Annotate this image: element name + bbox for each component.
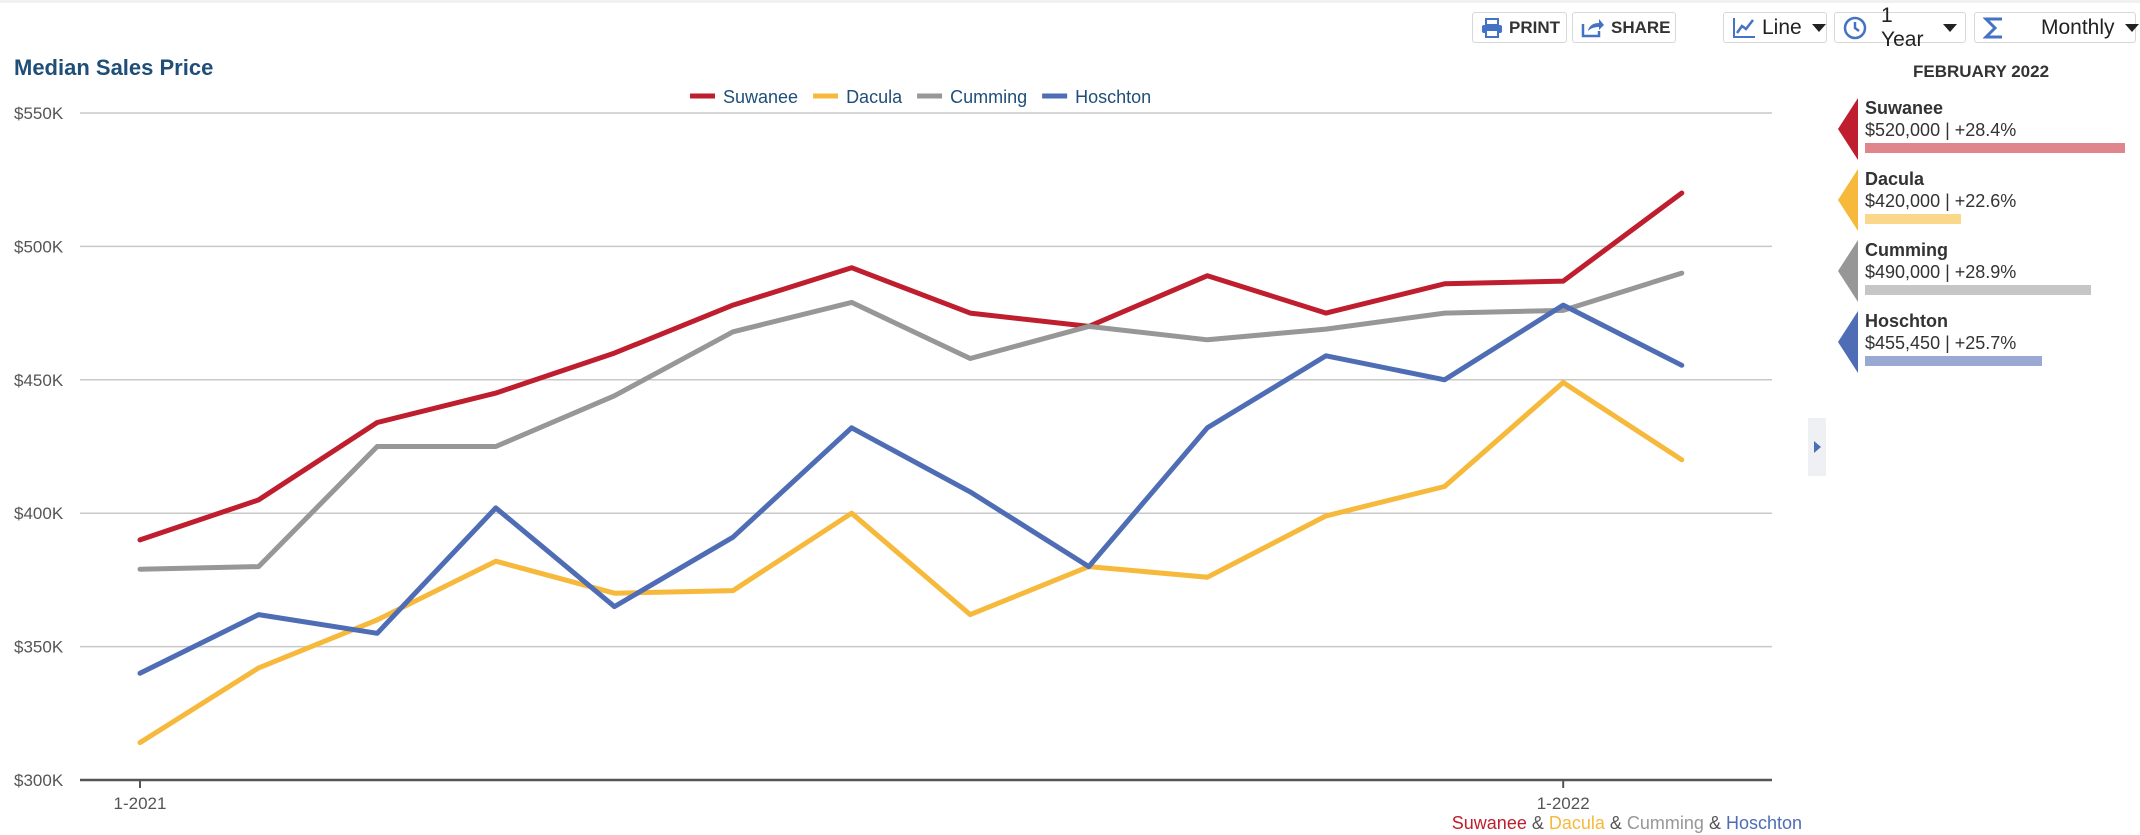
legend-separator: & (1703, 813, 1726, 833)
print-label: PRINT (1509, 17, 1560, 37)
caret-right-icon (1814, 441, 1821, 453)
side-panel-item-bar (1865, 285, 2092, 295)
footer-legend-item: Suwanee (1451, 813, 1527, 833)
series-line-hoschton (137, 302, 1685, 676)
y-tick-label: $300K (14, 771, 64, 790)
side-panel-item-bar-track (1865, 285, 2125, 295)
side-panel-item-value: $420,000 | +22.6% (1865, 191, 2017, 211)
side-panel-item[interactable]: Suwanee $520,000 | +28.4% (1838, 98, 2138, 160)
side-panel-item-bar (1865, 356, 2042, 366)
legend-label: Suwanee (723, 87, 798, 107)
side-panel-item[interactable]: Dacula $420,000 | +22.6% (1838, 169, 2138, 231)
side-panel-item-value: $490,000 | +28.9% (1865, 262, 2017, 282)
side-panel-item-name: Hoschton (1865, 311, 1948, 331)
side-panel-item-bar-track (1865, 356, 2125, 366)
side-panel-item-value: $520,000 | +28.4% (1865, 120, 2017, 140)
side-panel-date: FEBRUARY 2022 (1913, 62, 2050, 81)
side-panel-item-name: Suwanee (1865, 98, 1944, 118)
series-line-cumming (137, 270, 1685, 572)
x-tick-label: 1-2022 (1537, 794, 1590, 813)
chart-title: Median Sales Price (14, 55, 214, 80)
x-tick-label: 1-2021 (114, 794, 167, 813)
legend-label: Dacula (846, 87, 903, 107)
series-line-dacula (137, 380, 1685, 746)
clock-icon (1843, 16, 1867, 40)
side-panel-item-name: Dacula (1865, 169, 1925, 189)
side-panel-item[interactable]: Hoschton $455,450 | +25.7% (1838, 311, 2138, 373)
chevron-down-icon (2124, 23, 2139, 32)
side-panel-item-bar-track (1865, 214, 2125, 224)
y-tick-label: $450K (14, 371, 64, 390)
print-button[interactable]: PRINT (1472, 12, 1567, 43)
aggregation-label: Monthly (2041, 15, 2115, 39)
y-tick-label: $350K (14, 638, 64, 657)
chart-type-label: Line (1762, 15, 1802, 39)
side-panel-item-name: Cumming (1865, 240, 1948, 260)
y-tick-label: $550K (14, 104, 64, 123)
printer-icon (1481, 17, 1503, 38)
side-panel-item-value: $455,450 | +25.7% (1865, 333, 2017, 353)
share-label: SHARE (1611, 17, 1671, 37)
y-tick-label: $400K (14, 504, 64, 523)
legend-label: Hoschton (1075, 87, 1151, 107)
top-border (0, 0, 2140, 3)
side-panel-item-bar (1865, 214, 1962, 224)
footer-legend: Suwanee & Dacula & Cumming & Hoschton (1452, 813, 1802, 834)
chevron-down-icon (1943, 23, 1957, 32)
series-line-suwanee (137, 190, 1685, 543)
legend-separator: & (1526, 813, 1549, 833)
side-panel-item[interactable]: Cumming $490,000 | +28.9% (1838, 240, 2138, 302)
chevron-down-icon (1811, 23, 1826, 32)
side-panel-item-bar (1865, 143, 2125, 153)
period-label: 1 Year (1881, 3, 1924, 51)
series-marker-icon (1838, 169, 1858, 231)
period-dropdown[interactable]: 1 Year (1834, 4, 1966, 51)
series-marker-icon (1838, 98, 1858, 160)
legend-separator: & (1604, 813, 1627, 833)
series-marker-icon (1838, 311, 1858, 373)
y-tick-label: $500K (14, 237, 64, 256)
footer-legend-item: Cumming (1626, 813, 1704, 833)
share-button[interactable]: SHARE (1572, 12, 1676, 43)
legend-label: Cumming (950, 87, 1027, 107)
footer-legend-item: Hoschton (1725, 813, 1802, 833)
line-chart-icon (1732, 17, 1756, 39)
chart-type-dropdown[interactable]: Line (1723, 12, 1827, 43)
median-sales-price-chart: $300K $350K $400K $450K $500K $550K 1-2021 1-20… (14, 87, 1772, 813)
side-panel-item-bar-track (1865, 143, 2125, 153)
footer-legend-item: Dacula (1548, 813, 1605, 833)
share-icon (1581, 18, 1605, 38)
series-marker-icon (1838, 240, 1858, 302)
aggregation-dropdown[interactable]: Monthly (1974, 12, 2139, 43)
sigma-icon (1983, 16, 2005, 40)
